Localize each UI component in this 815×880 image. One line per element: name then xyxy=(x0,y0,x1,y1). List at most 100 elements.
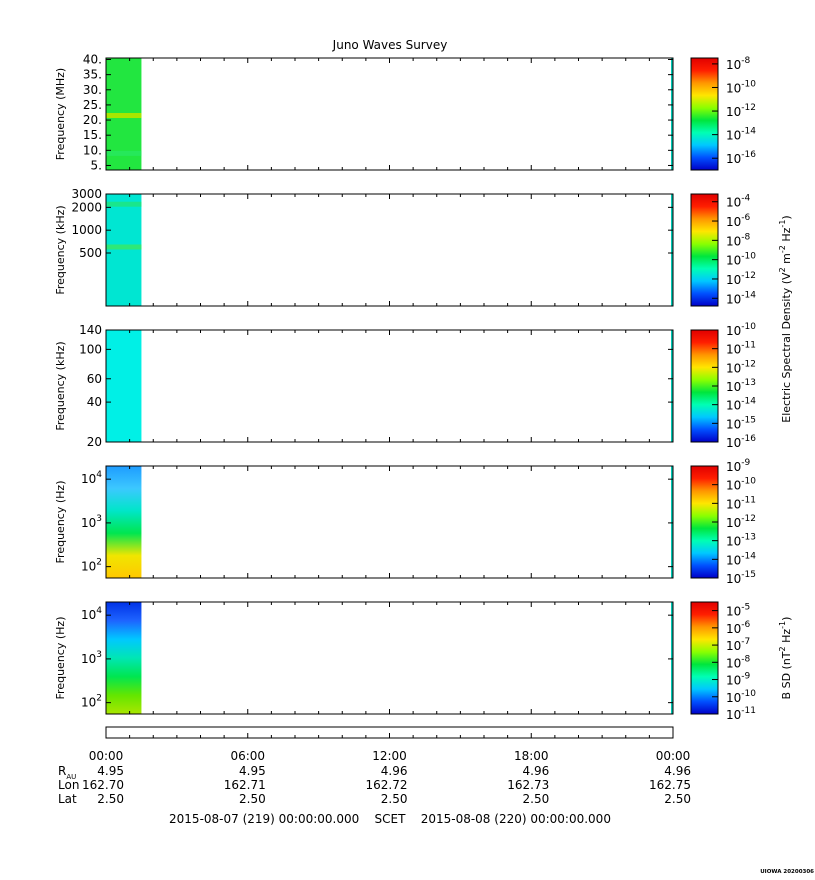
tick-base: 10 xyxy=(726,234,741,248)
tick-base: 10 xyxy=(726,361,741,375)
spectrogram-band xyxy=(106,244,142,250)
colorbar-scale xyxy=(690,601,719,715)
tick-exponent: -15 xyxy=(741,415,756,425)
colorbar-tick-label: 10-12 xyxy=(726,103,756,119)
tick-exponent: -10 xyxy=(741,322,756,332)
tick-exponent: -12 xyxy=(741,514,756,524)
tick-exponent: -10 xyxy=(741,689,756,699)
ephemeris-value: 162.72 xyxy=(366,778,408,792)
figure-title: Juno Waves Survey xyxy=(332,38,448,52)
y-tick-label: 104 xyxy=(81,606,102,622)
tick-exponent: -16 xyxy=(741,434,756,444)
colorbar-tick-label: 10-9 xyxy=(726,672,751,688)
tick-base: 10 xyxy=(726,605,741,619)
colorbar-tick-label: 10-12 xyxy=(726,271,756,287)
tick-base: 10 xyxy=(726,497,741,511)
colorbar-tick-label: 10-9 xyxy=(726,458,751,474)
ephemeris-value: 4.96 xyxy=(523,764,550,778)
tick-exponent: -14 xyxy=(741,290,756,300)
spectrogram-edge-strip xyxy=(671,194,673,306)
ephemeris-label: RAU xyxy=(58,764,76,781)
label-text: m xyxy=(780,253,793,267)
y-tick-label: 2000 xyxy=(71,200,102,214)
ephemeris-value: 162.70 xyxy=(82,778,124,792)
magnetic-colorbar-label: B SD (nT2 Hz-1) xyxy=(778,617,793,700)
y-tick-label: 500 xyxy=(79,246,102,260)
time-tick-label: 06:00 xyxy=(230,749,265,763)
time-axis: 00:00 06:00 12:00 18:00 00:00 RAU 4.95 4.95 4.96… xyxy=(58,726,691,826)
colorbar-tick-label: 10-8 xyxy=(726,232,751,248)
tick-exponent: -6 xyxy=(741,620,750,630)
tick-base: 10 xyxy=(81,560,96,574)
ephemeris-label-text: R xyxy=(58,764,66,778)
colorbar-tick-label: 10-8 xyxy=(726,56,751,72)
tick-exponent: -5 xyxy=(741,603,750,613)
tick-base: 10 xyxy=(726,399,741,413)
spectrogram-panel-1: 40.35.30.25.20.15.10.5. Frequency (MHz) 10… xyxy=(54,53,756,173)
y-tick-label: 10. xyxy=(83,143,102,157)
tick-exponent: -8 xyxy=(741,232,750,242)
tick-base: 10 xyxy=(726,58,741,72)
y-tick-label: 40 xyxy=(87,395,102,409)
colorbar-tick-label: 10-13 xyxy=(726,533,756,549)
tick-exponent: -8 xyxy=(741,56,750,66)
tick-base: 10 xyxy=(726,535,741,549)
tick-exponent: -8 xyxy=(741,654,750,664)
tick-base: 10 xyxy=(726,553,741,567)
tick-exponent: 3 xyxy=(96,650,102,660)
colorbar-tick-label: 10-15 xyxy=(726,415,756,431)
ephemeris-value: 2.50 xyxy=(523,792,550,806)
panel-frame xyxy=(105,193,674,307)
tick-exponent: -14 xyxy=(741,551,756,561)
panel-frame xyxy=(105,329,674,443)
spectrogram-data-block xyxy=(106,466,142,578)
y-tick-label: 5. xyxy=(91,158,102,172)
ephemeris-value: 2.50 xyxy=(664,792,691,806)
colorbar-tick-label: 10-4 xyxy=(726,194,751,210)
tick-base: 10 xyxy=(726,105,741,119)
label-text: Hz xyxy=(780,629,793,647)
tick-exponent: -11 xyxy=(741,495,756,505)
tick-base: 10 xyxy=(726,215,741,229)
tick-base: 10 xyxy=(81,652,96,666)
label-superscript: 2 xyxy=(778,267,787,272)
time-tick-label: 00:00 xyxy=(656,749,691,763)
tick-exponent: -13 xyxy=(741,378,756,388)
time-tick-label: 18:00 xyxy=(514,749,549,763)
y-tick-label: 102 xyxy=(81,694,102,710)
tick-base: 10 xyxy=(726,343,741,357)
tick-base: 10 xyxy=(726,436,741,450)
ephemeris-value: 2.50 xyxy=(381,792,408,806)
ephemeris-label: Lat xyxy=(58,792,77,806)
ephemeris-value: 4.95 xyxy=(239,764,266,778)
colorbar-tick-label: 10-7 xyxy=(726,637,750,653)
y-tick-label: 103 xyxy=(81,514,102,530)
colorbar-tick-label: 10-10 xyxy=(726,79,756,95)
tick-exponent: -7 xyxy=(741,637,750,647)
spectrogram-band xyxy=(106,201,142,207)
label-superscript: 2 xyxy=(778,646,787,651)
y-tick-label: 40. xyxy=(83,53,102,67)
tick-exponent: 4 xyxy=(96,606,102,616)
y-tick-label: 100 xyxy=(79,342,102,356)
colorbar-tick-label: 10-10 xyxy=(726,322,756,338)
colorbar-tick-label: 10-14 xyxy=(726,290,756,306)
tick-exponent: 2 xyxy=(96,694,102,704)
label-text: ) xyxy=(780,215,793,219)
tick-exponent: -15 xyxy=(741,570,756,580)
y-axis-label: Frequency (MHz) xyxy=(54,68,67,160)
y-axis-label: Frequency (kHz) xyxy=(54,205,67,294)
colorbar-tick-label: 10-14 xyxy=(726,551,756,567)
colorbar-tick-label: 10-14 xyxy=(726,397,756,413)
tick-base: 10 xyxy=(726,479,741,493)
tick-exponent: -13 xyxy=(741,533,756,543)
tick-base: 10 xyxy=(726,196,741,210)
